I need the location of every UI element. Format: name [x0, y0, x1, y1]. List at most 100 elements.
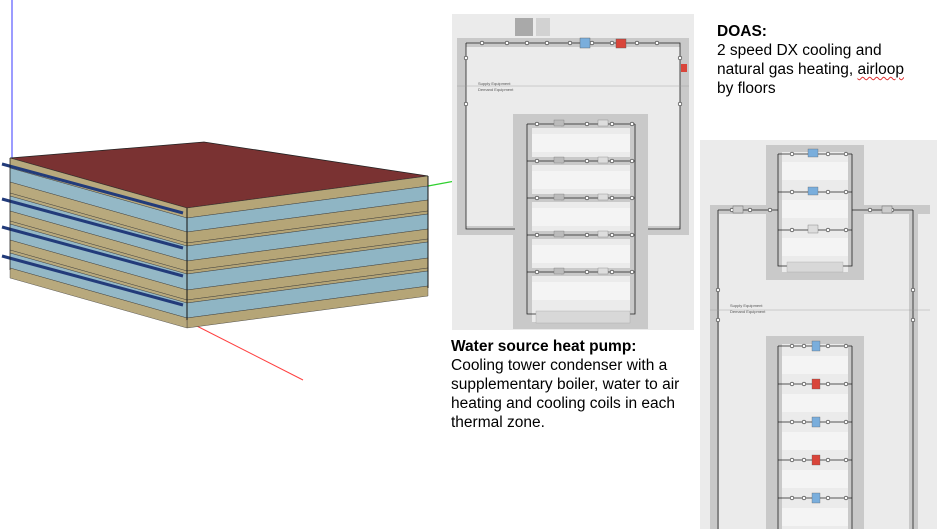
- node-point: [843, 495, 849, 501]
- node-point: [767, 207, 773, 213]
- slab-edge: [1, 254, 184, 307]
- node-point: [567, 40, 573, 46]
- slab-edge: [1, 225, 184, 278]
- node-point: [843, 227, 849, 233]
- node-point: [789, 151, 795, 157]
- node-point: [677, 55, 683, 61]
- node-point: [843, 151, 849, 157]
- coil-icon: [553, 193, 565, 201]
- branch-gap: [782, 238, 848, 256]
- node-point: [584, 158, 590, 164]
- branch-gap: [782, 508, 848, 526]
- node-point: [747, 207, 753, 213]
- terminal-unit-icon: [811, 454, 821, 466]
- node-point: [634, 40, 640, 46]
- branch-gap: [532, 208, 630, 226]
- node-point: [609, 232, 615, 238]
- loop-band: [457, 226, 515, 235]
- branch-gap: [782, 394, 848, 412]
- node-point: [715, 317, 721, 323]
- node-point: [609, 121, 615, 127]
- x-axis: [184, 319, 304, 381]
- terminal-unit-icon: [811, 492, 821, 504]
- doas-caption-line1: 2 speed DX cooling and: [717, 42, 882, 59]
- pipe-line: [466, 42, 681, 230]
- branch-gap: [782, 162, 848, 180]
- coil-icon: [597, 193, 609, 201]
- node-point: [801, 343, 807, 349]
- node-point: [544, 40, 550, 46]
- coil-icon: [597, 230, 609, 238]
- node-point: [843, 381, 849, 387]
- node-point: [584, 195, 590, 201]
- loop-band: [680, 38, 689, 234]
- branch-gap: [782, 200, 848, 218]
- wshp-loop-diagram: Supply Equipment Demand Equipment: [452, 14, 694, 330]
- building-model: [1, 141, 429, 329]
- node-point: [910, 287, 916, 293]
- node-point: [801, 419, 807, 425]
- building-3d-view: [1, 0, 456, 381]
- doas-caption: DOAS: 2 speed DX cooling and natural gas…: [717, 22, 937, 98]
- doas-airloop-diagram: Supply Equipment Demand Equipment: [700, 140, 937, 529]
- branch-gap: [532, 134, 630, 152]
- loop-band: [457, 38, 689, 47]
- coil-icon: [597, 267, 609, 275]
- doas-caption-title: DOAS:: [717, 23, 767, 40]
- node-point: [524, 40, 530, 46]
- node-point: [534, 158, 540, 164]
- oa-system-icon: [732, 205, 744, 214]
- node-point: [534, 195, 540, 201]
- fan-icon: [881, 205, 893, 214]
- node-point: [825, 419, 831, 425]
- loop-band: [909, 205, 918, 529]
- node-point: [609, 269, 615, 275]
- node-point: [609, 158, 615, 164]
- node-point: [715, 287, 721, 293]
- node-point: [843, 343, 849, 349]
- branch-gap: [532, 282, 630, 300]
- node-point: [843, 189, 849, 195]
- node-point: [479, 40, 485, 46]
- pipe-line: [465, 43, 515, 230]
- branch-gap: [782, 432, 848, 450]
- node-point: [629, 121, 635, 127]
- doas-caption-flagged-word: airloop: [857, 61, 904, 78]
- node-point: [789, 189, 795, 195]
- node-point: [825, 495, 831, 501]
- node-point: [825, 381, 831, 387]
- node-point: [629, 269, 635, 275]
- node-point: [825, 227, 831, 233]
- node-point: [584, 232, 590, 238]
- node-point: [801, 495, 807, 501]
- left-facade-band: [9, 267, 188, 329]
- wshp-demand-label: Demand Equipment: [478, 87, 514, 92]
- loop-band: [710, 205, 719, 529]
- coil-icon: [553, 119, 565, 127]
- coil-icon: [553, 230, 565, 238]
- coil-icon: [597, 119, 609, 127]
- node-point: [825, 343, 831, 349]
- node-point: [589, 40, 595, 46]
- terminal-unit-icon: [811, 340, 821, 352]
- loop-band: [632, 226, 689, 235]
- coil-icon: [553, 267, 565, 275]
- node-point: [789, 419, 795, 425]
- loop-band: [457, 38, 466, 234]
- slab-edge: [1, 197, 184, 250]
- node-point: [789, 381, 795, 387]
- pump-box: [515, 18, 533, 36]
- wshp-supply-label: Supply Equipment: [478, 81, 511, 86]
- branch-gap: [532, 171, 630, 189]
- demand-mixer-box: [535, 310, 631, 324]
- wshp-caption-body: Cooling tower condenser with a supplemen…: [451, 357, 680, 431]
- dx-coil-icon: [807, 148, 819, 158]
- branch-gap: [532, 245, 630, 263]
- node-point: [789, 343, 795, 349]
- doas-demand-label: Demand Equipment: [730, 309, 766, 314]
- pump-icon: [681, 64, 687, 72]
- doas-caption-line2-pre: natural gas heating,: [717, 61, 858, 78]
- node-point: [584, 269, 590, 275]
- node-point: [825, 151, 831, 157]
- coil-icon: [553, 156, 565, 164]
